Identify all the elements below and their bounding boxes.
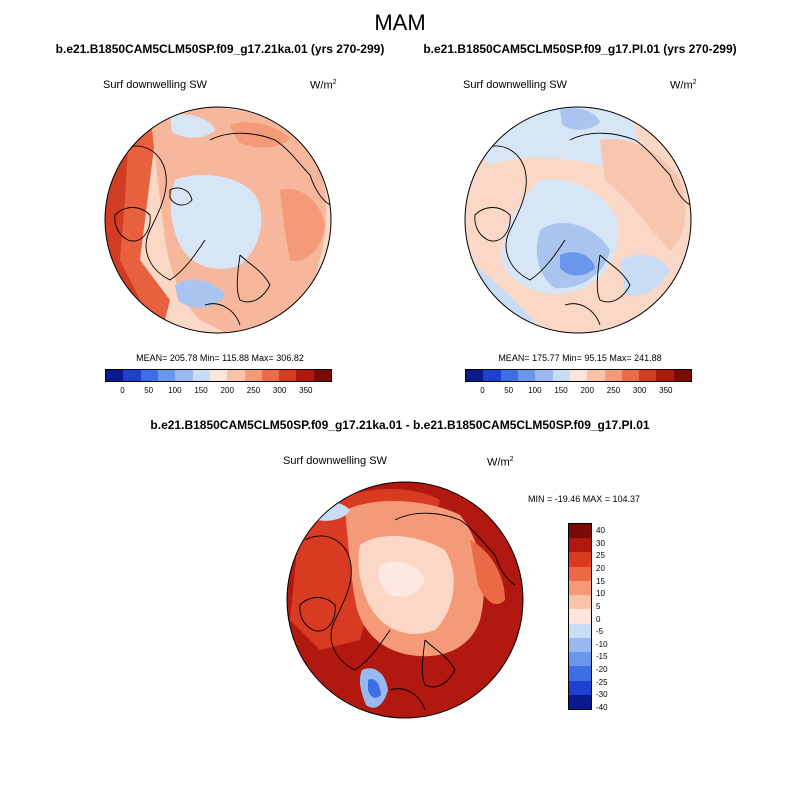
diff-colorbar-tick-label: 0	[596, 614, 601, 624]
diff-colorbar-swatch-9	[569, 652, 591, 667]
diff-colorbar-swatch-4	[569, 580, 591, 596]
panel1-colorbar-tick-label: 300	[272, 386, 287, 395]
panel1-colorbar-swatch-7	[227, 370, 245, 381]
diff-colorbar-swatch-2	[569, 552, 591, 567]
panel1-colorbar-swatch-9	[261, 370, 280, 381]
diff-colorbar-tick-label: 30	[596, 538, 605, 548]
panel1-colorbar-swatch-6	[209, 370, 228, 381]
panel2-colorbar-tick-label: 50	[504, 386, 514, 395]
diff-stats: MIN = -19.46 MAX = 104.37	[528, 494, 641, 504]
diff-colorbar-swatch-12	[569, 694, 591, 710]
panel2-colorbar-swatch-3	[517, 370, 536, 381]
panel2-colorbar-tick-label: 300	[632, 386, 647, 395]
panel2-colorbar-swatch-8	[604, 370, 622, 381]
panel2-colorbar-tick-label: 0	[480, 386, 485, 395]
panel2-colorbar-swatch-12	[673, 370, 692, 381]
panel2-colorbar-swatch-0	[466, 370, 484, 381]
panel1-colorbar-swatch-5	[192, 370, 210, 381]
diff-colorbar-tick-label: 15	[596, 576, 605, 586]
panel1-stats: MEAN= 205.78 Min= 115.88 Max= 306.82	[136, 353, 304, 363]
season-title: MAM	[374, 10, 426, 35]
panel1-colorbar-swatch-11	[296, 370, 314, 381]
panel2-colorbar-swatch-1	[483, 370, 501, 381]
diff-colorbar-tick-label: 40	[596, 526, 605, 535]
diff-colorbar-tick-label: -20	[596, 665, 608, 675]
panel1-colorbar-tick-label: 100	[168, 386, 182, 395]
diff-colorbar-tick-label: 25	[596, 551, 605, 561]
panel2-stats: MEAN= 175.77 Min= 95.15 Max= 241.88	[498, 353, 662, 363]
panel1-colorbar-tick-label: 0	[120, 386, 125, 395]
diff-colorbar-tick-label: -30	[596, 690, 608, 700]
panel1-colorbar-tick-label: 250	[246, 386, 261, 395]
diff-colorbar-swatch-10	[569, 666, 591, 681]
panel2-colorbar-swatch-6	[569, 370, 588, 381]
diff-colorbar-tick-label: 20	[596, 563, 605, 573]
diff-colorbar-tick-label: -40	[596, 703, 608, 712]
diff-colorbar-ticks: 40 30 25 20 15 10 5 0 -5 -10 -15 -20 -25 -30 -40	[596, 523, 626, 712]
panel1-colorbar-tick-label: 350	[299, 386, 313, 395]
panel2-colorbar-swatch-5	[552, 370, 570, 381]
diff-colorbar-swatch-8	[569, 637, 591, 653]
panel1-colorbar-swatch-1	[123, 370, 141, 381]
diff-colorbar-tick-label: -25	[596, 677, 608, 687]
panel2-colorbar-tick-label: 250	[606, 386, 621, 395]
panel2-colorbar	[465, 369, 692, 382]
panel2-colorbar-swatch-4	[535, 370, 553, 381]
diff-colorbar-tick-label: 10	[596, 589, 605, 599]
panel2-colorbar-tick-label: 150	[554, 386, 568, 395]
panel2-colorbar-ticks: 0 50 100 150 200 250 300 350	[465, 386, 692, 398]
diff-colorbar-swatch-5	[569, 595, 591, 610]
diff-colorbar-swatch-0	[569, 524, 591, 539]
diff-colorbar-tick-label: -5	[596, 627, 604, 637]
panel1-colorbar-tick-label: 50	[144, 386, 154, 395]
panel1-variable-label: Surf downwelling SW	[103, 79, 207, 91]
diff-colorbar-swatch-1	[569, 538, 591, 553]
panel1-colorbar-swatch-10	[279, 370, 297, 381]
diff-colorbar-swatch-6	[569, 609, 591, 624]
panel2-colorbar-tick-label: 100	[528, 386, 542, 395]
diff-units: W/m2	[487, 456, 514, 469]
diff-colorbar-tick-label: -15	[596, 652, 608, 662]
diff-colorbar	[568, 523, 592, 710]
panel2-colorbar-tick-label: 200	[580, 386, 594, 395]
panel1-colorbar-swatch-0	[106, 370, 124, 381]
panel1-colorbar-tick-label: 200	[220, 386, 234, 395]
panel2-colorbar-swatch-11	[656, 370, 674, 381]
panel2-colorbar-swatch-7	[587, 370, 605, 381]
panel1-colorbar-swatch-3	[157, 370, 176, 381]
panel1-colorbar-ticks: 0 50 100 150 200 250 300 350	[105, 386, 332, 398]
panel1-colorbar-swatch-2	[140, 370, 158, 381]
panel1-colorbar	[105, 369, 332, 382]
panel2-colorbar-swatch-2	[500, 370, 518, 381]
diff-variable-label: Surf downwelling SW	[283, 455, 387, 467]
panel1-case-title: b.e21.B1850CAM5CLM50SP.f09_g17.21ka.01 (…	[55, 42, 385, 56]
panel2-case-title: b.e21.B1850CAM5CLM50SP.f09_g17.PI.01 (yr…	[423, 42, 737, 56]
diff-colorbar-swatch-7	[569, 623, 591, 638]
panel2-variable-label: Surf downwelling SW	[463, 79, 567, 91]
diff-colorbar-swatch-3	[569, 566, 591, 581]
panel2-colorbar-tick-label: 350	[659, 386, 673, 395]
panel1-colorbar-swatch-8	[244, 370, 262, 381]
diff-colorbar-swatch-11	[569, 680, 591, 695]
panel1-colorbar-swatch-12	[313, 370, 332, 381]
diff-colorbar-tick-label: -10	[596, 639, 608, 649]
panel2-colorbar-swatch-10	[639, 370, 657, 381]
panel2-colorbar-swatch-9	[621, 370, 640, 381]
panel1-colorbar-swatch-4	[175, 370, 193, 381]
diff-case-title: b.e21.B1850CAM5CLM50SP.f09_g17.21ka.01 -…	[150, 418, 650, 432]
diff-colorbar-tick-label: 5	[596, 601, 601, 611]
panel1-units: W/m2	[310, 79, 337, 92]
panel1-colorbar-tick-label: 150	[194, 386, 208, 395]
panel2-units: W/m2	[670, 79, 697, 92]
